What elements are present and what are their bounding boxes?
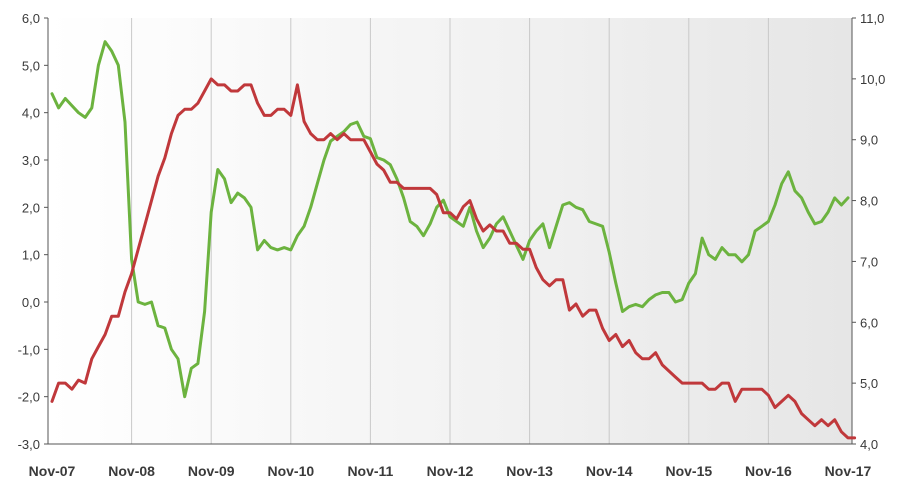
y-right-tick-label: 7,0 [860,254,878,269]
x-tick-label: Nov-14 [586,463,633,479]
x-tick-label: Nov-10 [267,463,314,479]
x-tick-label: Nov-11 [347,463,393,479]
y-right-tick-label: 8,0 [860,194,878,209]
x-tick-label: Nov-16 [745,463,792,479]
y-left-tick-label: 2,0 [22,200,40,215]
x-tick-label: Nov-12 [427,463,474,479]
y-right-tick-label: 4,0 [860,437,878,452]
x-tick-label: Nov-08 [108,463,155,479]
y-right-tick-label: 5,0 [860,376,878,391]
y-right-tick-label: 10,0 [860,72,885,87]
y-left-tick-label: -3,0 [18,437,40,452]
y-axis-right-labels: 4,0 5,0 6,0 7,0 8,0 9,0 10,0 11,0 [860,11,885,452]
y-right-tick-label: 9,0 [860,133,878,148]
y-left-tick-label: -2,0 [18,390,40,405]
y-left-tick-label: 1,0 [22,248,40,263]
x-tick-label: Nov-15 [665,463,712,479]
series-line-green [50,40,850,399]
y-axis-left-labels: -3,0 -2,0 -1,0 0,0 1,0 2,0 3,0 4,0 5,0 6,0 [18,11,40,452]
series-line-red [50,77,857,440]
y-left-tick-label: 0,0 [22,295,40,310]
x-tick-label: Nov-07 [29,463,76,479]
axes [44,17,856,445]
y-left-tick-label: 3,0 [22,153,40,168]
x-axis-labels: Nov-07 Nov-08 Nov-09 Nov-10 Nov-11 Nov-12 Nov-… [29,463,872,479]
y-right-tick-label: 6,0 [860,315,878,330]
y-left-tick-label: 4,0 [22,106,40,121]
x-tick-label: Nov-17 [825,463,872,479]
x-tick-label: Nov-13 [506,463,553,479]
y-left-tick-label: -1,0 [18,342,40,357]
y-right-tick-label: 11,0 [860,11,884,26]
y-left-tick-label: 6,0 [22,11,40,26]
y-left-tick-label: 5,0 [22,58,40,73]
series-layer [50,40,857,440]
x-tick-label: Nov-09 [188,463,235,479]
